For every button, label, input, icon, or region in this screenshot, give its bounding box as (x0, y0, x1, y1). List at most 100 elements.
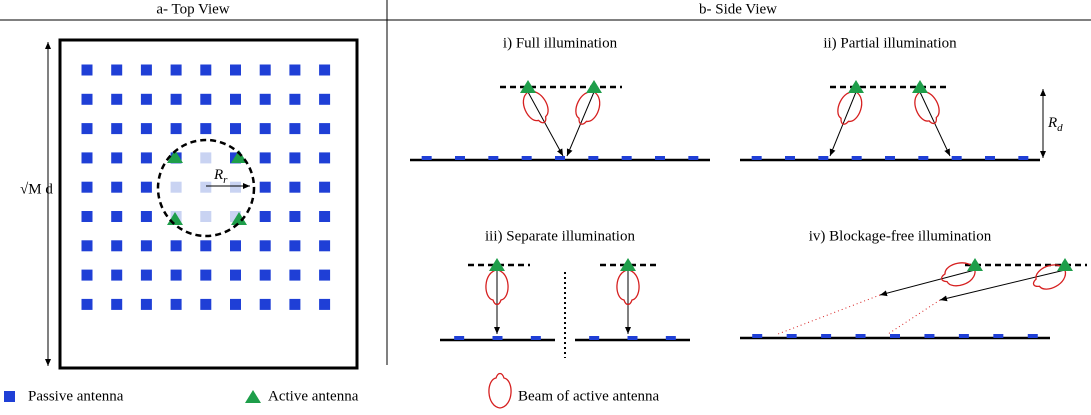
passive-antenna (230, 64, 241, 76)
passive-antenna (170, 298, 182, 310)
legend-beam-icon (488, 372, 512, 409)
passive-antenna (111, 152, 123, 164)
antenna-grid (81, 64, 331, 310)
passive-antenna (200, 269, 212, 281)
ray (879, 269, 976, 297)
passive-antenna (111, 64, 123, 76)
passive-antenna (530, 336, 541, 340)
passive-antenna (230, 269, 241, 281)
passive-antenna (319, 181, 331, 193)
active-antenna (1057, 258, 1073, 271)
beam (485, 269, 509, 306)
beam (941, 262, 976, 287)
passive-antenna (81, 64, 93, 76)
active-antenna (520, 80, 536, 93)
passive-antenna (492, 336, 503, 340)
passive-antenna (140, 152, 152, 164)
passive-antenna (555, 156, 565, 160)
passive-antenna (170, 123, 182, 135)
passive-antenna (200, 123, 212, 135)
passive-antenna (890, 334, 900, 338)
passive-antenna (627, 336, 638, 340)
legend-label: Active antenna (268, 388, 359, 404)
passive-antenna (993, 334, 1004, 338)
passive-antenna (230, 93, 241, 105)
passive-antenna (140, 93, 152, 105)
passive-antenna (958, 334, 969, 338)
passive-antenna (81, 240, 93, 252)
passive-antenna (488, 156, 499, 160)
passive-antenna (230, 123, 241, 135)
passive-antenna (821, 334, 832, 338)
height-label: Rd (1047, 115, 1063, 133)
legend-active-icon (245, 390, 261, 403)
passive-antenna (140, 240, 152, 252)
radius-label: Rr (213, 167, 228, 185)
height-base: R (1047, 115, 1057, 131)
active-antenna (231, 212, 247, 225)
passive-antenna (289, 298, 301, 310)
passive-antenna (81, 152, 93, 164)
passive-antenna (319, 64, 331, 76)
passive-antenna (289, 64, 301, 76)
passive-antenna (924, 334, 935, 338)
passive-antenna (140, 123, 152, 135)
passive-antenna (751, 156, 762, 160)
ray-extension (887, 299, 941, 335)
ray (527, 91, 564, 157)
panel-title: ii) Partial illumination (823, 35, 957, 51)
passive-antenna (200, 240, 212, 252)
passive-antenna (918, 156, 929, 160)
passive-antenna (200, 64, 212, 76)
passive-antenna (855, 334, 866, 338)
passive-antenna (200, 181, 212, 193)
passive-antenna (319, 240, 331, 252)
passive-antenna (289, 240, 301, 252)
passive-antenna (259, 64, 271, 76)
active-antenna (586, 80, 602, 93)
height-sub: d (1057, 122, 1063, 134)
passive-antenna (259, 93, 271, 105)
passive-antenna (111, 240, 123, 252)
passive-antenna (81, 269, 93, 281)
passive-antenna (140, 181, 152, 193)
passive-antenna (81, 181, 93, 193)
passive-antenna (818, 156, 829, 160)
passive-antenna (289, 93, 301, 105)
passive-antenna (289, 181, 301, 193)
beam (837, 91, 863, 125)
passive-antenna (454, 336, 465, 340)
passive-antenna (200, 93, 212, 105)
passive-antenna (230, 181, 241, 193)
passive-antenna (111, 269, 123, 281)
passive-antenna (259, 269, 271, 281)
passive-antenna (752, 334, 763, 338)
passive-antenna (665, 336, 676, 340)
passive-antenna (140, 64, 152, 76)
passive-antenna (200, 298, 212, 310)
passive-antenna (200, 211, 212, 222)
panel-title: iii) Separate illumination (485, 228, 635, 244)
passive-antenna (230, 240, 241, 252)
beam (522, 90, 549, 124)
passive-antenna (421, 156, 432, 160)
passive-antenna (319, 152, 331, 164)
passive-antenna (621, 156, 632, 160)
passive-antenna (81, 211, 93, 222)
beam (914, 91, 940, 125)
passive-antenna (319, 93, 331, 105)
passive-antenna (200, 152, 212, 164)
passive-antenna (111, 123, 123, 135)
radius-base: R (213, 167, 223, 183)
passive-antenna (655, 156, 665, 160)
panel-title: iv) Blockage-free illumination (809, 228, 992, 244)
beam (1032, 264, 1066, 290)
passive-antenna (81, 123, 93, 135)
passive-antenna (111, 181, 123, 193)
beam (488, 372, 512, 409)
passive-antenna (786, 334, 797, 338)
passive-antenna (319, 211, 331, 222)
passive-antenna (951, 156, 962, 160)
passive-antenna (170, 93, 182, 105)
passive-antenna (1018, 156, 1029, 160)
